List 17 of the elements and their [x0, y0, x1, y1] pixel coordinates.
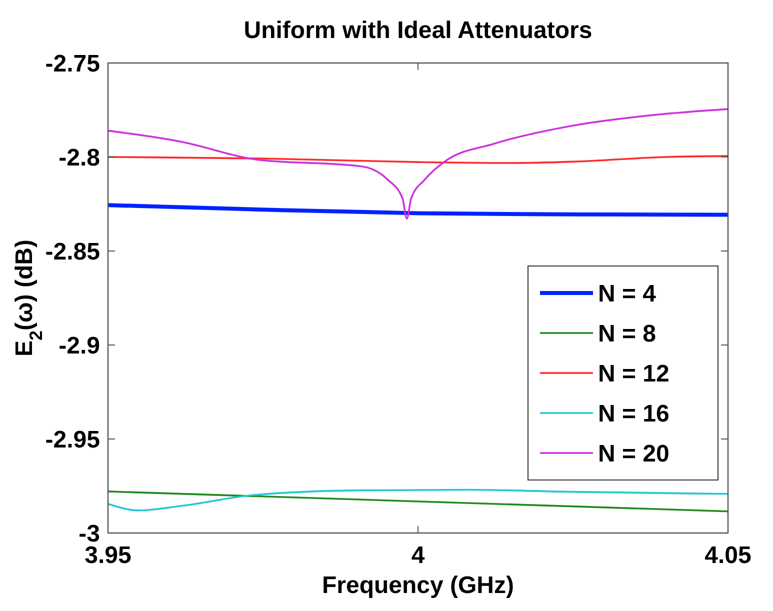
y-tick-label: -2.9: [58, 332, 100, 360]
x-axis-title: Frequency (GHz): [322, 572, 514, 599]
line-series: [107, 108, 729, 220]
line-series: [106, 203, 730, 217]
x-tick-label: 4: [411, 542, 426, 569]
legend-label: N = 4: [598, 280, 657, 308]
x-tick-label: 4.05: [704, 542, 752, 569]
legend-label: N = 12: [598, 360, 670, 388]
legend-label: N = 16: [598, 400, 670, 428]
chart-title: Uniform with Ideal Attenuators: [244, 17, 592, 44]
legend-label: N = 8: [598, 320, 656, 348]
y-tick-label: -2.95: [45, 426, 100, 454]
legend-label: N = 20: [598, 440, 670, 468]
y-tick-label: -2.8: [58, 144, 100, 172]
y-tick-label: -2.85: [45, 238, 100, 266]
y-tick-label: -2.75: [45, 50, 100, 78]
line-series: [107, 155, 729, 164]
